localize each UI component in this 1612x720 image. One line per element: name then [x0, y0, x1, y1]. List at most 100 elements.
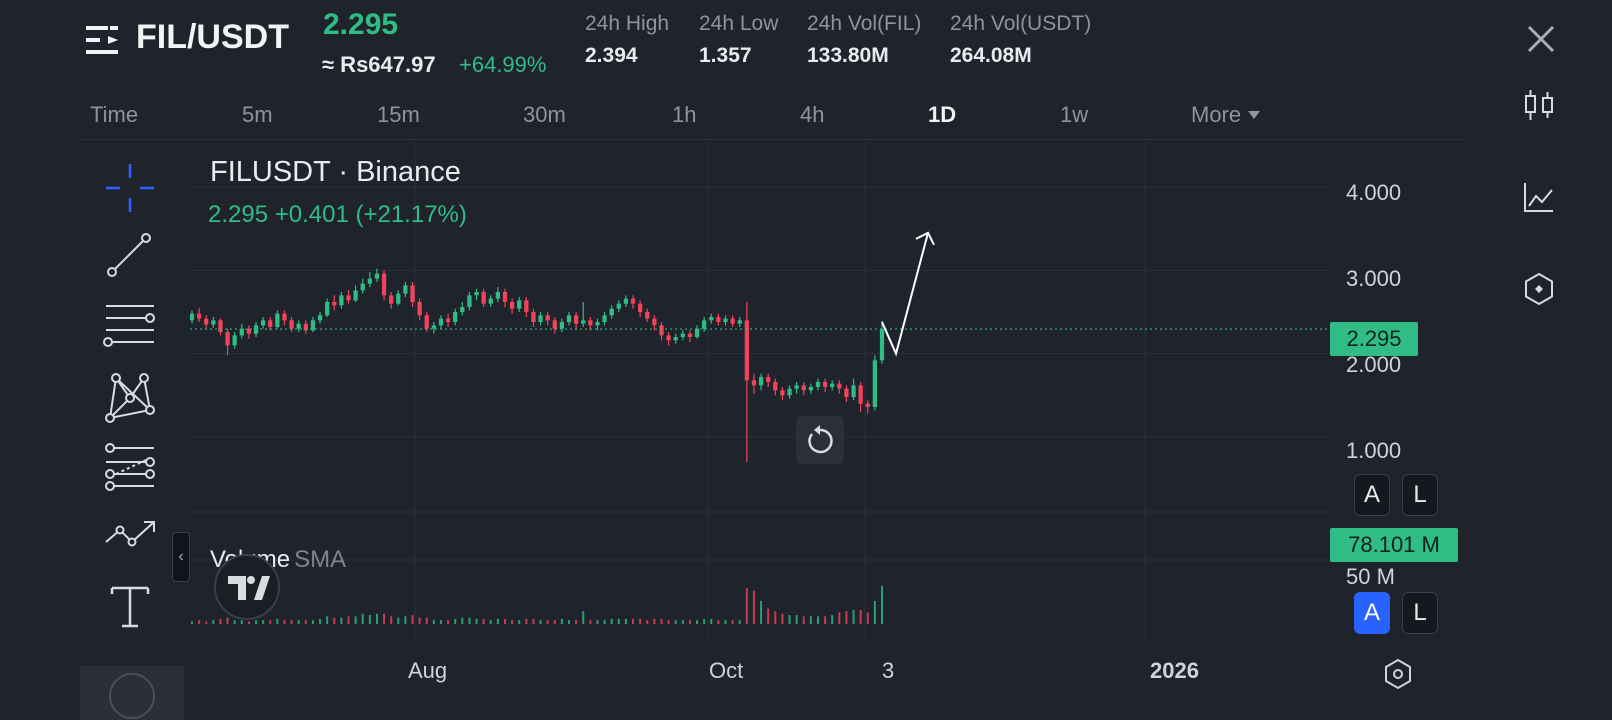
auto-scale-button-price[interactable]: A: [1354, 474, 1390, 516]
volume-bar: [532, 618, 535, 624]
tab-time[interactable]: Time: [90, 102, 139, 127]
candle-body: [374, 273, 380, 279]
candle-body: [687, 333, 693, 337]
price-chart[interactable]: [190, 142, 1330, 642]
tab-5m[interactable]: 5m: [242, 102, 273, 127]
menu-icon[interactable]: [86, 24, 120, 56]
tradingview-logo-icon: [228, 576, 270, 600]
volume-bar: [226, 617, 229, 624]
volume-bar: [383, 613, 386, 624]
tab-1w[interactable]: 1w: [1060, 102, 1089, 127]
volume-bar: [546, 620, 549, 624]
candle-body: [509, 302, 515, 309]
tab-30m[interactable]: 30m: [523, 102, 566, 127]
volume-bar: [809, 616, 812, 624]
candle-body: [808, 387, 813, 391]
trend-line-icon[interactable]: [102, 228, 158, 284]
stat-value: 264.08M: [950, 44, 1032, 67]
horizontal-lines-icon[interactable]: [102, 300, 158, 356]
volume-bar: [247, 621, 250, 624]
pair-symbol[interactable]: FIL/USDT: [136, 18, 289, 56]
candle-body: [431, 325, 436, 329]
chevron-left-icon: ‹: [178, 548, 184, 565]
more-tools-button[interactable]: [80, 666, 184, 720]
volume-bar: [361, 613, 364, 624]
volume-bar: [752, 590, 755, 624]
indicators-icon[interactable]: [1522, 180, 1556, 214]
candle-body: [730, 318, 735, 324]
volume-bar: [375, 613, 378, 624]
volume-bar: [347, 616, 350, 624]
volume-bar: [411, 615, 414, 624]
price-axis-label: 1.000: [1346, 438, 1402, 463]
volume-bar: [503, 618, 506, 624]
reset-chart-button[interactable]: [796, 416, 844, 464]
volume-bar: [767, 608, 770, 624]
projection-tool-icon[interactable]: [102, 512, 158, 568]
fiat-price: ≈ Rs647.97: [322, 52, 436, 77]
volume-axis-label: 50 M: [1346, 564, 1395, 589]
crosshair-icon[interactable]: [102, 160, 158, 216]
log-scale-button-volume[interactable]: L: [1402, 592, 1438, 634]
tab-1h[interactable]: 1h: [672, 102, 697, 127]
volume-bar: [745, 588, 748, 624]
candle-body: [666, 335, 671, 341]
volume-bar: [696, 620, 699, 624]
tab-1d[interactable]: 1D: [928, 102, 957, 127]
candle-body: [524, 300, 529, 312]
hexagon-settings-icon[interactable]: [1522, 272, 1556, 306]
chart-symbol-title: FILUSDT · Binance: [210, 156, 461, 188]
candle-body: [659, 325, 664, 336]
fib-tool-icon[interactable]: [102, 440, 158, 496]
candle-body: [424, 315, 429, 329]
candle-body: [837, 383, 842, 389]
stat-label: 24h Vol(FIL): [807, 12, 922, 35]
collapse-toolbar-button[interactable]: ‹: [172, 532, 190, 582]
auto-scale-button-volume[interactable]: A: [1354, 592, 1390, 634]
candle-body: [360, 283, 365, 291]
candlestick-icon[interactable]: [1522, 88, 1556, 122]
volume-bar: [824, 616, 827, 624]
candle-body: [588, 320, 593, 326]
volume-bar: [333, 617, 336, 624]
candle-body: [879, 329, 885, 361]
pattern-tool-icon[interactable]: [102, 368, 158, 424]
chart-settings-icon[interactable]: [1382, 658, 1414, 690]
tab-4h[interactable]: 4h: [800, 102, 825, 127]
volume-bar: [468, 617, 471, 624]
candle-body: [630, 298, 636, 304]
volume-bar: [311, 620, 314, 624]
candle-body: [196, 313, 202, 319]
volume-bar: [496, 618, 499, 624]
tab-more[interactable]: More: [1191, 102, 1261, 128]
volume-bar: [319, 618, 322, 624]
tab-15m[interactable]: 15m: [377, 102, 420, 127]
volume-bar: [838, 612, 841, 624]
volume-bar: [475, 618, 478, 624]
candle-body: [581, 320, 586, 324]
log-scale-button-price[interactable]: L: [1402, 474, 1438, 516]
close-icon[interactable]: [1526, 24, 1556, 54]
volume-bar: [681, 620, 684, 624]
candle-body: [346, 295, 351, 301]
candle-body: [410, 285, 415, 302]
candle-body: [296, 323, 301, 329]
stat-label: 24h High: [585, 12, 670, 35]
volume-bar: [717, 620, 720, 624]
volume-bar: [290, 620, 293, 624]
candle-body: [417, 302, 422, 316]
stat-24h-vol-base: 24h Vol(FIL) 133.80M: [807, 12, 921, 68]
last-price-tag: 2.295: [1330, 322, 1418, 356]
projection-arrowhead: [915, 231, 935, 246]
volume-bar: [724, 620, 727, 624]
candle-body: [865, 403, 870, 407]
candle-body: [403, 285, 408, 294]
candle-body: [289, 320, 294, 329]
candle-body: [538, 315, 543, 322]
candle-body: [702, 320, 707, 329]
candle-body: [652, 318, 657, 326]
volume-bar: [397, 617, 400, 624]
candle-body: [552, 320, 557, 329]
candle-body: [758, 377, 764, 386]
text-tool-icon[interactable]: [102, 580, 158, 636]
